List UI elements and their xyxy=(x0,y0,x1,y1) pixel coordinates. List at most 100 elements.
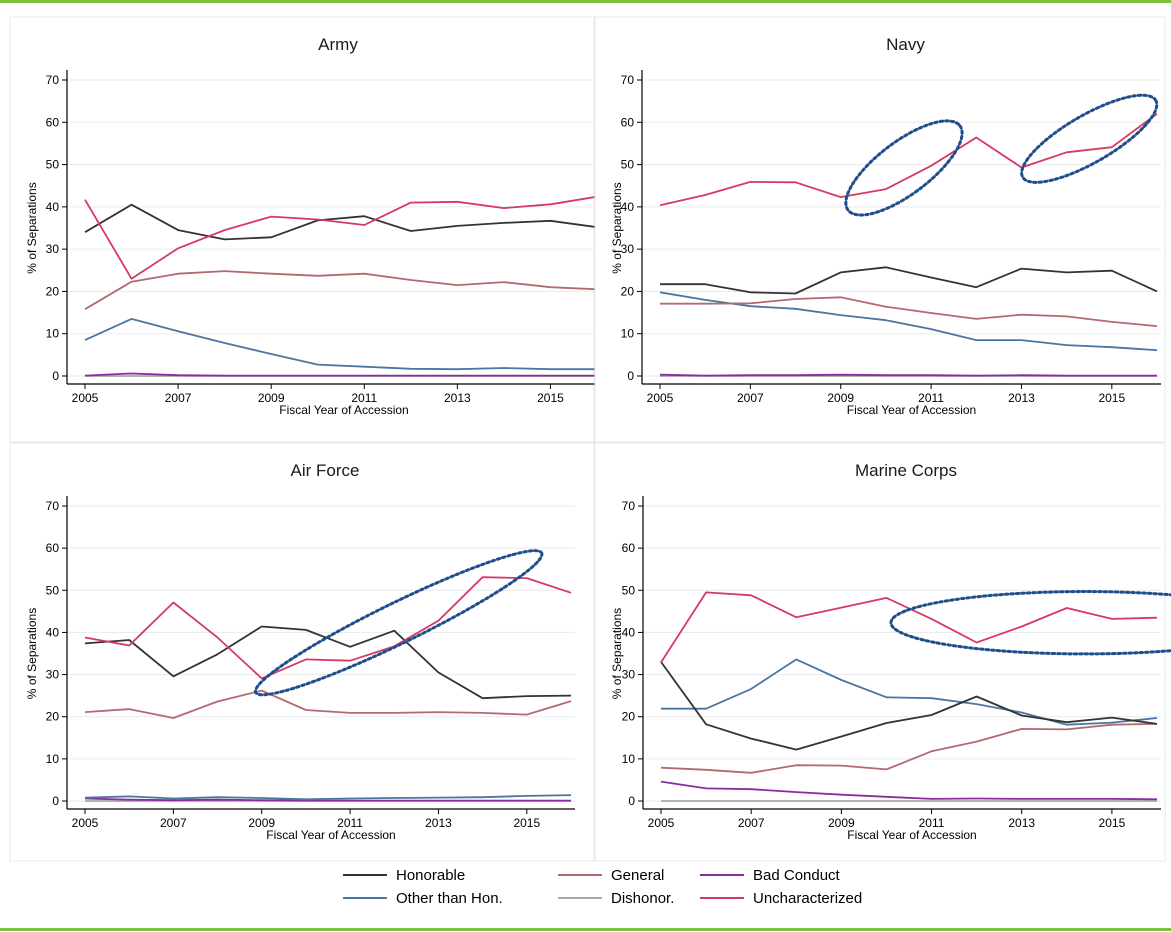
y-tick-label: 10 xyxy=(46,327,60,341)
series-line-uncharacterized xyxy=(84,195,598,280)
y-tick-label: 30 xyxy=(622,668,636,682)
panel-frame xyxy=(594,16,1166,443)
y-tick-label: 50 xyxy=(622,583,636,597)
legend: Honorable General Bad Conduct Other than Ho… xyxy=(343,867,862,907)
legend-label: Honorable xyxy=(396,867,465,884)
y-tick-label: 40 xyxy=(46,625,60,639)
series-line-other-than-hon xyxy=(84,317,597,371)
legend-item-bad-conduct: Bad Conduct xyxy=(700,867,841,884)
highlight-ellipse xyxy=(844,119,964,217)
x-axis-label: Fiscal Year of Accession xyxy=(847,828,976,842)
panel-army: 0 10 20 30 40 50 60 70 2005 2007 2009 2011 2013 2015 A… xyxy=(9,16,601,443)
legend-item-general: General xyxy=(558,867,664,884)
panel-title: Air Force xyxy=(291,461,360,480)
x-tick-label: 2013 xyxy=(425,816,452,830)
series-line-general xyxy=(660,723,1158,774)
y-tick-label: 60 xyxy=(621,115,635,129)
top-border xyxy=(0,0,1171,3)
y-axis-label: % of Separations xyxy=(610,608,624,699)
highlight-ellipse xyxy=(1020,93,1159,184)
x-tick-label: 2005 xyxy=(647,391,674,405)
y-tick-label: 20 xyxy=(622,710,636,724)
x-tick-label: 2015 xyxy=(513,816,540,830)
series-line-other-than-hon xyxy=(661,658,1158,726)
series-line-honorable xyxy=(84,203,598,241)
x-tick-label: 2011 xyxy=(351,391,377,405)
y-tick-label: 70 xyxy=(621,73,635,87)
y-tick-label: 10 xyxy=(621,327,635,341)
x-tick-label: 2007 xyxy=(160,816,187,830)
y-tick-label: 30 xyxy=(46,668,60,682)
series-line-other-than-hon xyxy=(659,291,1158,352)
series-line-bad-conduct xyxy=(84,372,597,377)
x-tick-label: 2005 xyxy=(72,391,99,405)
y-tick-label: 30 xyxy=(621,242,635,256)
legend-label: Dishonor. xyxy=(611,890,674,907)
series-line-honorable xyxy=(660,266,1158,295)
legend-item-other-than-hon: Other than Hon. xyxy=(343,890,503,907)
legend-item-dishonor: Dishonor. xyxy=(558,890,674,907)
y-tick-label: 60 xyxy=(46,115,60,129)
series-line-general xyxy=(84,270,598,310)
series-line-uncharacterized xyxy=(659,113,1158,207)
legend-item-honorable: Honorable xyxy=(343,867,465,884)
x-tick-label: 2005 xyxy=(648,816,675,830)
y-tick-label: 10 xyxy=(46,752,60,766)
y-axis-label: % of Separations xyxy=(25,182,39,273)
bottom-border xyxy=(0,928,1171,931)
y-tick-label: 70 xyxy=(46,73,60,87)
y-tick-label: 70 xyxy=(46,499,60,513)
series-line-other-than-hon xyxy=(84,794,572,801)
panel-air-force: 0 10 20 30 40 50 60 70 2005 2007 2009 2011 2013 2015 A… xyxy=(9,442,595,862)
x-tick-label: 2015 xyxy=(1098,391,1125,405)
y-tick-label: 70 xyxy=(622,499,636,513)
x-tick-label: 2011 xyxy=(919,816,945,830)
legend-item-uncharacterized: Uncharacterized xyxy=(700,890,862,907)
x-tick-label: 2007 xyxy=(738,816,765,830)
x-axis-label: Fiscal Year of Accession xyxy=(279,403,408,417)
panel-frame xyxy=(594,442,1166,862)
x-tick-label: 2005 xyxy=(72,816,99,830)
x-axis-label: Fiscal Year of Accession xyxy=(847,403,976,417)
y-tick-label: 40 xyxy=(46,200,60,214)
x-tick-label: 2013 xyxy=(1008,391,1035,405)
panel-title: Marine Corps xyxy=(855,461,957,480)
y-tick-label: 10 xyxy=(622,752,636,766)
x-tick-label: 2009 xyxy=(828,816,855,830)
y-tick-label: 30 xyxy=(46,242,60,256)
legend-label: Other than Hon. xyxy=(396,890,503,907)
y-tick-label: 20 xyxy=(46,284,60,298)
x-tick-label: 2013 xyxy=(444,391,471,405)
x-axis-label: Fiscal Year of Accession xyxy=(266,828,395,842)
y-axis-label: % of Separations xyxy=(610,182,624,273)
x-tick-label: 2011 xyxy=(918,391,944,405)
panel-title: Navy xyxy=(886,35,925,54)
series-line-general xyxy=(84,689,572,719)
y-tick-label: 0 xyxy=(52,794,59,808)
legend-label: Uncharacterized xyxy=(753,890,862,907)
x-tick-label: 2007 xyxy=(165,391,192,405)
y-tick-label: 0 xyxy=(627,369,634,383)
y-tick-label: 0 xyxy=(52,369,59,383)
x-tick-label: 2009 xyxy=(258,391,285,405)
x-tick-label: 2007 xyxy=(737,391,764,405)
y-tick-label: 20 xyxy=(46,710,60,724)
y-tick-label: 50 xyxy=(621,158,635,172)
panel-marine-corps: 0 10 20 30 40 50 60 70 2005 2007 2009 2011 2013 2015 M… xyxy=(594,442,1171,862)
x-tick-label: 2009 xyxy=(827,391,854,405)
x-tick-label: 2015 xyxy=(1099,816,1126,830)
series-line-general xyxy=(660,296,1158,327)
y-axis-label: % of Separations xyxy=(25,608,39,699)
y-tick-label: 0 xyxy=(628,794,635,808)
y-tick-label: 40 xyxy=(621,200,635,214)
y-tick-label: 50 xyxy=(46,158,60,172)
y-tick-label: 60 xyxy=(622,541,636,555)
x-tick-label: 2009 xyxy=(248,816,275,830)
x-tick-label: 2011 xyxy=(337,816,363,830)
panel-navy: 0 10 20 30 40 50 60 70 2005 2007 2009 2011 2013 2015 N… xyxy=(594,16,1166,443)
series-line-bad-conduct xyxy=(84,797,571,802)
series-line-bad-conduct xyxy=(659,373,1157,377)
highlight-ellipse xyxy=(253,549,544,697)
y-tick-label: 40 xyxy=(622,625,636,639)
